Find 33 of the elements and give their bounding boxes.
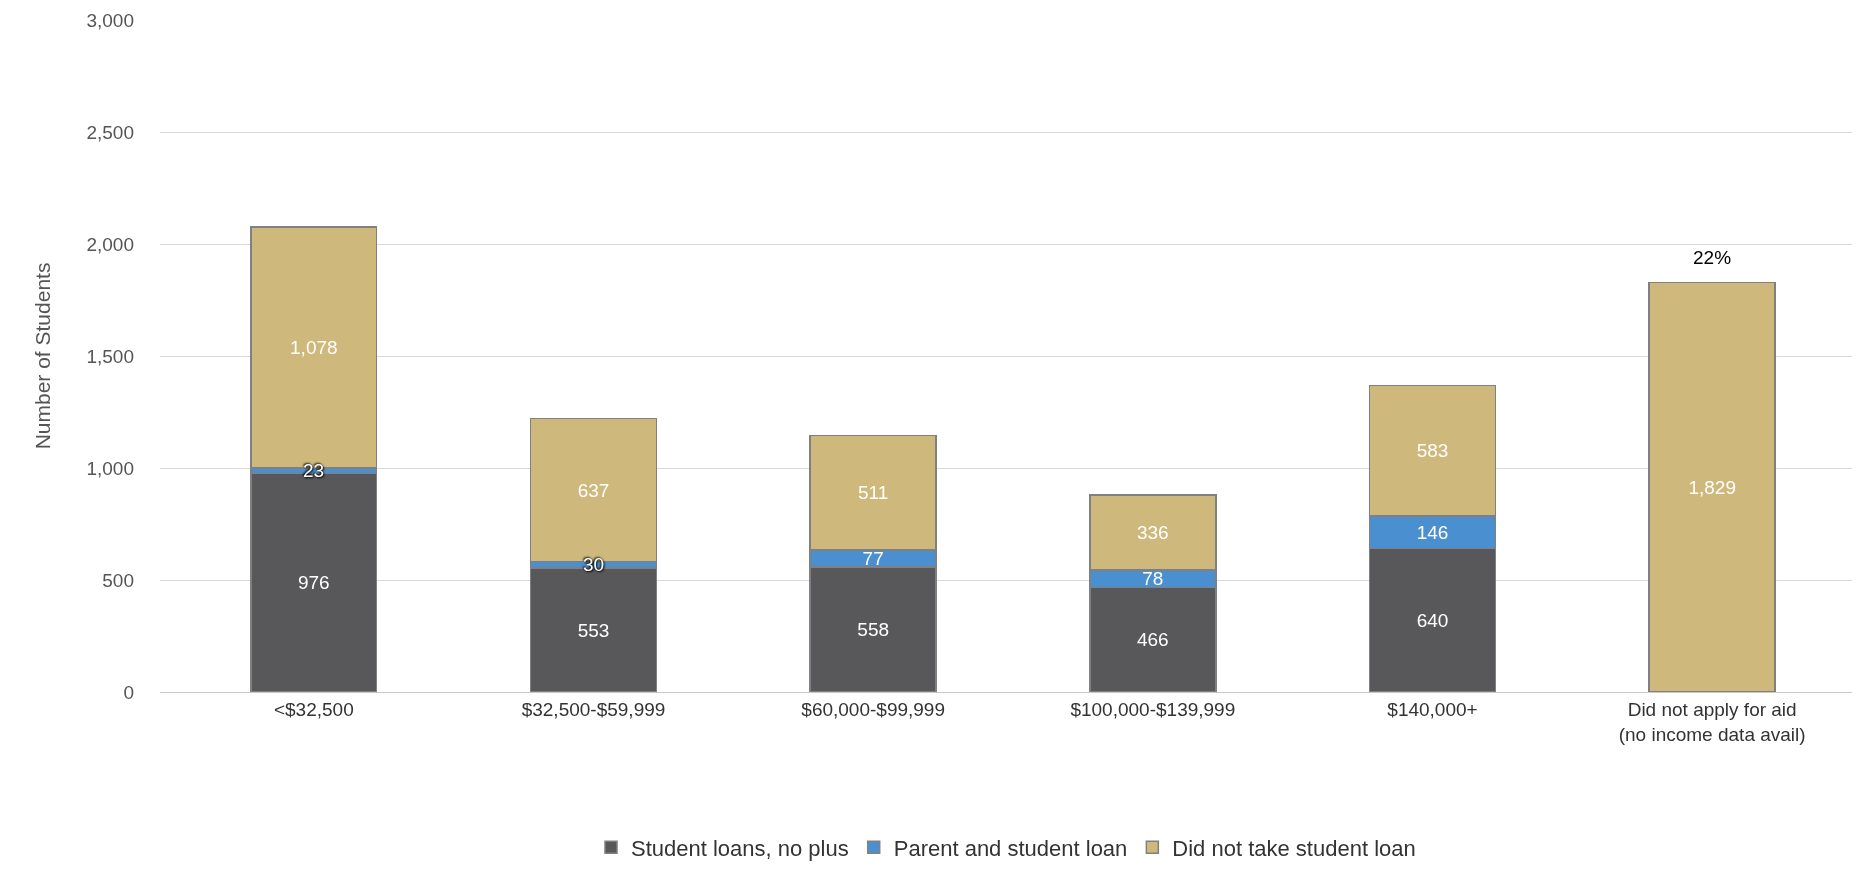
- x-tick-label: $140,000+: [1387, 698, 1478, 720]
- data-label: 78: [1142, 568, 1164, 590]
- data-label: 1,078: [290, 336, 338, 358]
- data-label: 146: [1416, 521, 1449, 543]
- data-label: 77: [862, 547, 884, 569]
- y-tick-label: 2,500: [86, 121, 134, 143]
- data-label: 976: [297, 572, 330, 594]
- y-tick-label: 2,000: [86, 233, 134, 255]
- data-label: 1,829: [1688, 476, 1736, 498]
- data-label: 336: [1136, 522, 1169, 544]
- data-label: 511: [858, 482, 889, 504]
- legend-label: Parent and student loan: [893, 835, 1128, 861]
- x-tick-label: $100,000-$139,999: [1070, 698, 1236, 720]
- legend-label: Student loans, no plus: [631, 835, 849, 861]
- data-label: 466: [1136, 629, 1169, 651]
- data-label: 637: [577, 479, 610, 501]
- data-label: 553: [577, 619, 610, 641]
- x-tick-label: <$32,500: [273, 698, 354, 720]
- data-label: 640: [1416, 609, 1449, 631]
- legend-label: Did not take student loan: [1172, 835, 1416, 861]
- y-tick-label: 3,000: [86, 9, 134, 31]
- x-tick-label: $60,000-$99,999: [801, 698, 945, 720]
- y-tick-label: 500: [102, 569, 134, 591]
- y-tick-label: 1,500: [86, 345, 134, 367]
- y-tick-label: 0: [123, 681, 134, 703]
- data-label: 558: [857, 619, 890, 641]
- y-tick-label: 1,000: [86, 457, 134, 479]
- y-axis-title: Number of Students: [30, 262, 54, 450]
- x-tick-label: $32,500-$59,999: [521, 698, 666, 720]
- annotation: 22%: [1693, 247, 1732, 268]
- bar: [1648, 281, 1776, 692]
- x-tick-label: Did not apply for aid (no income data avail): [1618, 698, 1806, 745]
- data-label: 583: [1416, 440, 1449, 462]
